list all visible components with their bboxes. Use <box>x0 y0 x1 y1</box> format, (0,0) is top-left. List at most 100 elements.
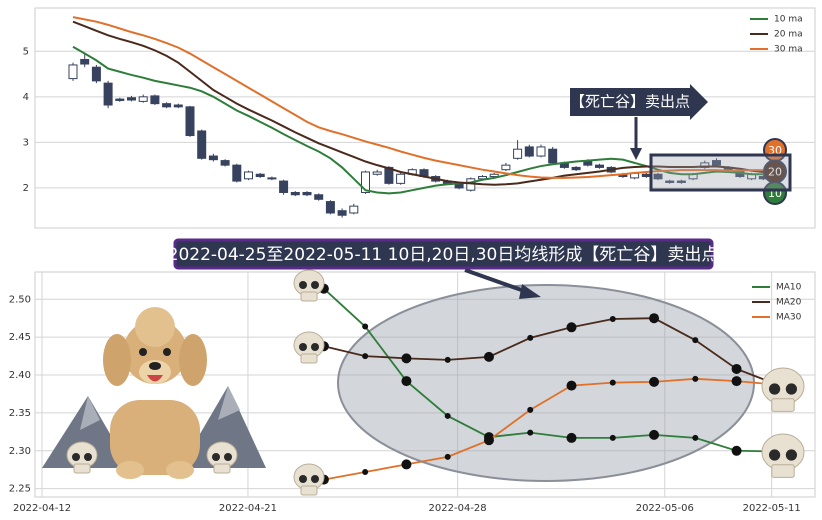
point <box>692 337 699 344</box>
legend-label: MA20 <box>776 298 802 308</box>
point <box>444 412 451 419</box>
point <box>649 313 660 324</box>
series-line <box>323 377 778 481</box>
candle-body <box>513 148 523 159</box>
y-tick-label: 2.40 <box>9 370 31 381</box>
point <box>649 429 660 440</box>
x-tick-label: 2022-05-11 <box>743 503 801 514</box>
point <box>731 363 742 374</box>
series-line <box>323 288 778 453</box>
point <box>483 435 494 446</box>
illustration <box>42 307 266 479</box>
candle-body <box>314 194 324 200</box>
skull-jaw <box>300 291 318 302</box>
point <box>692 434 699 441</box>
point <box>731 445 742 456</box>
candle-body <box>501 164 511 171</box>
candle-body <box>548 148 558 164</box>
candle-body <box>197 130 207 159</box>
candle-body <box>302 191 312 196</box>
y-tick-label: 4 <box>23 92 29 103</box>
candle-body <box>595 164 604 168</box>
point <box>609 315 616 322</box>
skull-eye <box>299 343 307 351</box>
point <box>527 334 534 341</box>
point <box>566 322 577 333</box>
candle-body <box>244 171 253 180</box>
skull-eye <box>311 281 319 289</box>
point <box>401 459 412 470</box>
point <box>527 406 534 413</box>
banner-text: 2022-04-25至2022-05-11 10日,20日,30日均线形成【死亡… <box>168 245 719 265</box>
y-tick-label: 2 <box>23 183 29 194</box>
legend-label: MA30 <box>776 313 802 323</box>
ma-badge-label: 20 <box>768 166 782 179</box>
point <box>649 376 660 387</box>
y-tick-label: 3 <box>23 137 29 148</box>
candle-body <box>536 146 546 157</box>
skull-eye <box>785 383 798 395</box>
legend-label: 20 ma <box>774 30 803 40</box>
skull-jaw <box>73 463 91 474</box>
y-tick-label: 2.25 <box>9 484 31 495</box>
candle-body <box>524 146 534 157</box>
candle-body <box>173 104 183 108</box>
x-tick-label: 2022-05-06 <box>636 503 694 514</box>
y-tick-label: 5 <box>23 46 29 57</box>
skull-eye <box>299 281 307 289</box>
candle-body <box>372 171 382 175</box>
point <box>483 351 494 362</box>
point <box>401 376 412 387</box>
point <box>362 353 369 360</box>
candle-body <box>208 155 218 161</box>
y-tick-label: 2.35 <box>9 408 31 419</box>
legend-label: 30 ma <box>774 45 803 55</box>
top-panel <box>34 7 816 229</box>
point <box>609 434 616 441</box>
candle-body <box>80 58 90 65</box>
candle-body <box>279 180 289 193</box>
candle-body <box>220 160 230 166</box>
x-tick-label: 2022-04-21 <box>219 503 277 514</box>
skull-eye <box>212 453 220 461</box>
y-tick-label: 2.45 <box>9 332 31 343</box>
candle-body <box>337 210 347 216</box>
legend-label: MA10 <box>776 283 802 293</box>
point <box>609 379 616 386</box>
candle-body <box>396 173 406 184</box>
candle-body <box>361 171 370 193</box>
legend-label: 10 ma <box>774 15 803 25</box>
candle-body <box>349 205 359 214</box>
candle-body <box>68 64 78 80</box>
skull-eye <box>769 449 781 461</box>
skull-eye <box>785 449 798 461</box>
candle-body <box>665 180 675 183</box>
candle-body <box>267 177 277 180</box>
skull-eye <box>224 453 232 461</box>
candle-body <box>712 160 721 166</box>
candle-body <box>115 98 125 101</box>
candle-body <box>290 191 300 196</box>
skull-jaw <box>771 398 795 412</box>
banner-pointer-head <box>519 284 541 299</box>
annotation-arrow <box>570 84 708 120</box>
highlight-box <box>649 153 792 192</box>
skull-eye <box>299 475 307 483</box>
annotation-text: 【死亡谷】卖出点 <box>570 93 690 111</box>
skull-eye <box>311 343 319 351</box>
point <box>362 323 369 330</box>
ma-line <box>72 20 764 186</box>
ma-badge <box>763 181 787 205</box>
candle-body <box>162 103 172 108</box>
skull-jaw <box>300 485 318 496</box>
candle-body <box>653 173 663 180</box>
candle-body <box>489 173 499 178</box>
point <box>444 356 451 363</box>
skull-eye <box>311 475 319 483</box>
series-line <box>323 317 779 386</box>
point <box>527 429 534 436</box>
skull-jaw <box>300 353 318 364</box>
y-tick-label: 2.30 <box>9 446 31 457</box>
skull-jaw <box>213 463 231 474</box>
